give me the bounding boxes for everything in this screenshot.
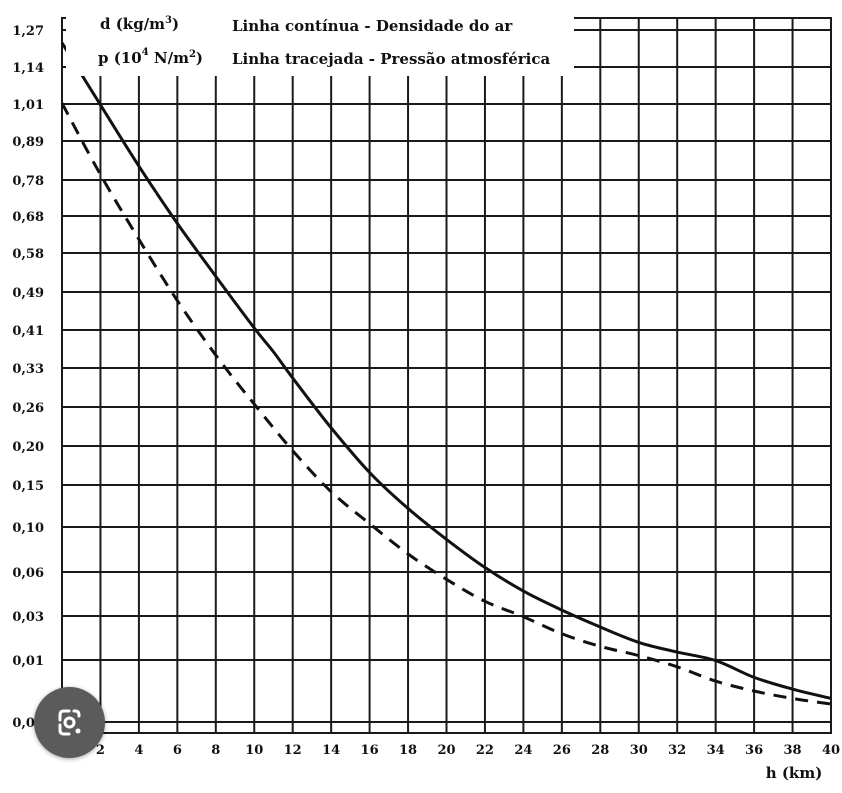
x-tick-label: 26 [553,743,571,758]
y-tick-label: 1,27 [12,24,44,39]
series-line-density [60,42,832,700]
x-tick-label: 2 [96,743,105,758]
x-tick-labels: 0246810121416182022242628303234363840 [57,743,840,758]
y-tick-label: 0,49 [12,286,44,301]
y-tick-label: 1,14 [12,61,44,76]
y-tick-label: 0,15 [12,479,44,494]
legend: d (kg/m3) p (104 N/m2) Linha contínua - … [66,10,574,76]
y-tick-label: 0,03 [12,610,44,625]
x-tick-label: 12 [284,743,302,758]
y-tick-label: 0,01 [12,654,44,669]
y-tick-label: 1,01 [12,98,44,113]
x-tick-label: 32 [668,743,686,758]
x-tick-label: 14 [322,743,340,758]
x-tick-label: 34 [707,743,725,758]
x-tick-label: 22 [476,743,494,758]
x-tick-label: 38 [784,743,802,758]
y-tick-label: 0,06 [12,566,44,581]
x-tick-label: 6 [173,743,182,758]
x-tick-label: 10 [245,743,263,758]
x-tick-label: 18 [399,743,417,758]
google-lens-button[interactable] [34,687,105,758]
legend-density-unit: d (kg/m3) [100,15,179,33]
x-tick-label: 20 [437,743,455,758]
series-line-pressure [60,102,832,706]
y-tick-label: 0,20 [12,440,44,455]
grid [61,17,832,734]
y-tick-label: 0,58 [12,247,44,262]
legend-background [66,10,574,76]
y-tick-labels: 1,27 1,14 1,01 0,89 0,78 0,68 0,58 0,49 0,41 0,33… [12,24,44,731]
x-tick-label: 36 [745,743,763,758]
y-tick-label: 0,68 [12,210,44,225]
x-tick-label: 8 [211,743,220,758]
google-lens-icon [58,709,81,736]
y-tick-label: 0,10 [12,521,44,536]
y-tick-label: 0,78 [12,174,44,189]
x-tick-label: 4 [134,743,143,758]
x-tick-label: 30 [630,743,648,758]
y-tick-label: 0,41 [12,324,44,339]
legend-pressure-unit: p (104 N/m2) [98,47,203,67]
legend-entry-density: Linha contínua - Densidade do ar [232,17,513,35]
x-tick-label: 40 [822,743,840,758]
y-tick-label: 0,26 [12,401,44,416]
series [60,42,832,706]
legend-entry-pressure: Linha tracejada - Pressão atmosférica [232,50,551,68]
x-tick-label: 16 [361,743,379,758]
x-tick-label: 24 [514,743,532,758]
x-tick-label: 28 [591,743,609,758]
x-axis-title: h (km) [766,764,823,782]
y-tick-label: 0,33 [12,362,44,377]
y-tick-label: 0,89 [12,135,44,150]
